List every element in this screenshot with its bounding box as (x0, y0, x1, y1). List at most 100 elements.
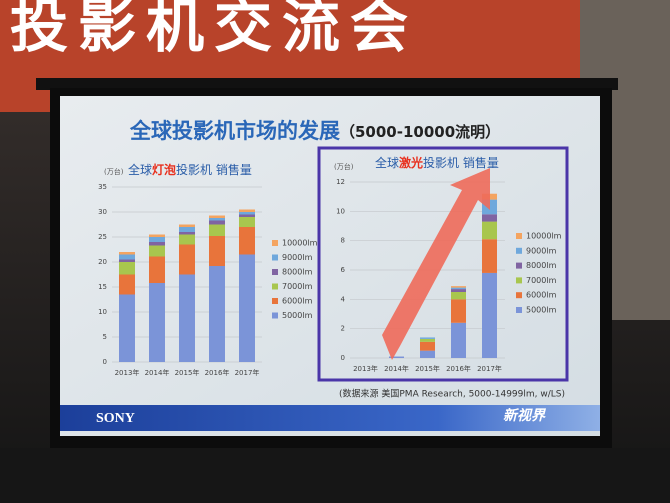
x-tick-label: 2017年 (477, 364, 502, 373)
bar-segment (451, 286, 466, 288)
bar-segment (420, 341, 435, 351)
x-tick-label: 2017年 (235, 368, 260, 377)
legend-label: 10000lm (282, 239, 318, 248)
chart-title-part: 投影机 销售量 (423, 155, 499, 170)
y-unit: (万台) (334, 162, 354, 171)
legend-label: 7000lm (282, 282, 313, 291)
legend-swatch (516, 262, 522, 269)
y-tick-label: 10 (336, 207, 345, 215)
legend-label: 8000lm (282, 268, 313, 277)
legend-swatch (272, 269, 278, 275)
bar-segment (209, 215, 225, 218)
legend-swatch (272, 254, 278, 261)
legend-label: 8000lm (526, 261, 557, 270)
y-tick-label: 25 (98, 233, 107, 241)
brand: SONY (96, 411, 135, 426)
banner-text: 投影机交流会 (10, 0, 418, 60)
bar-segment (149, 242, 165, 246)
bar-segment (119, 262, 135, 275)
chart-title: 全球激光投影机 销售量 (375, 155, 499, 170)
legend-swatch (272, 298, 278, 304)
bar-segment (179, 234, 195, 245)
legend-swatch (516, 277, 522, 284)
bar-segment (451, 287, 466, 290)
y-tick-label: 15 (98, 283, 107, 291)
bar-segment (119, 252, 135, 255)
legend-label: 6000lm (282, 297, 313, 306)
bar-segment (420, 338, 435, 342)
bar-segment (239, 217, 255, 227)
chart-title: 全球灯泡投影机 销售量 (128, 162, 252, 177)
bar-segment (451, 289, 466, 292)
x-tick-label: 2013年 (115, 368, 140, 377)
bar-segment (149, 234, 165, 237)
screen-top (36, 78, 618, 90)
bar-segment (451, 299, 466, 323)
bar-segment (119, 294, 135, 362)
legend-swatch (516, 292, 522, 299)
chart-title-part: 投影机 销售量 (176, 162, 252, 177)
bar-segment (482, 221, 497, 240)
chart-title-part: 全球 (375, 155, 399, 170)
x-tick-label: 2016年 (205, 368, 230, 377)
y-tick-label: 2 (341, 325, 345, 333)
slide-title-sub: （5000-10000流明） (340, 123, 500, 141)
logo: 新视界 (503, 407, 547, 424)
bar-segment (179, 224, 195, 227)
source: (数据来源 美国PMA Research, 5000-14999lm, w/LS… (339, 388, 565, 400)
y-tick-label: 35 (98, 183, 107, 191)
y-tick-label: 0 (103, 358, 107, 366)
bar-segment (209, 224, 225, 236)
bar-segment (209, 218, 225, 221)
y-tick-label: 0 (341, 354, 345, 362)
legend-swatch (516, 247, 522, 254)
bar-segment (209, 266, 225, 362)
bar-segment (239, 254, 255, 362)
bar-segment (239, 227, 255, 255)
bar-segment (239, 212, 255, 215)
y-tick-label: 6 (341, 266, 346, 274)
bar-segment (451, 322, 466, 358)
bar-segment (420, 350, 435, 358)
bar-segment (149, 283, 165, 362)
slide-title: 全球投影机市场的发展（5000-10000流明） (129, 119, 500, 143)
x-tick-label: 2015年 (415, 364, 440, 373)
legend-label: 9000lm (526, 246, 557, 255)
bar-segment (119, 259, 135, 262)
bar-segment (119, 274, 135, 295)
bar-segment (389, 356, 404, 358)
x-tick-label: 2014年 (384, 364, 409, 373)
legend-label: 5000lm (526, 306, 557, 315)
legend-swatch (272, 312, 278, 319)
bar-segment (149, 256, 165, 283)
x-tick-label: 2015年 (175, 368, 200, 377)
x-tick-label: 2013年 (353, 364, 378, 373)
legend-label: 9000lm (282, 253, 313, 262)
legend-swatch (272, 283, 278, 290)
chart-title-part: 全球 (128, 162, 152, 177)
bar-segment (239, 209, 255, 212)
bar-segment (119, 254, 135, 260)
bar-segment (209, 236, 225, 266)
footer-bar (60, 405, 600, 431)
y-tick-label: 30 (98, 208, 107, 216)
bar-segment (482, 239, 497, 273)
x-tick-label: 2014年 (145, 368, 170, 377)
legend-label: 10000lm (526, 232, 562, 241)
legend-swatch (272, 240, 278, 246)
bar-segment (239, 214, 255, 217)
bar-segment (179, 274, 195, 362)
y-tick-label: 5 (103, 333, 107, 341)
bar-segment (451, 292, 466, 300)
legend-label: 5000lm (282, 311, 313, 320)
y-unit: (万台) (104, 167, 124, 176)
chart-title-part: 灯泡 (152, 162, 176, 177)
bar-segment (179, 227, 195, 232)
highlight-box (317, 146, 569, 382)
chart-title-part: 激光 (399, 155, 423, 170)
bar-segment (482, 272, 497, 358)
bar-segment (420, 337, 435, 339)
floor (0, 448, 670, 503)
